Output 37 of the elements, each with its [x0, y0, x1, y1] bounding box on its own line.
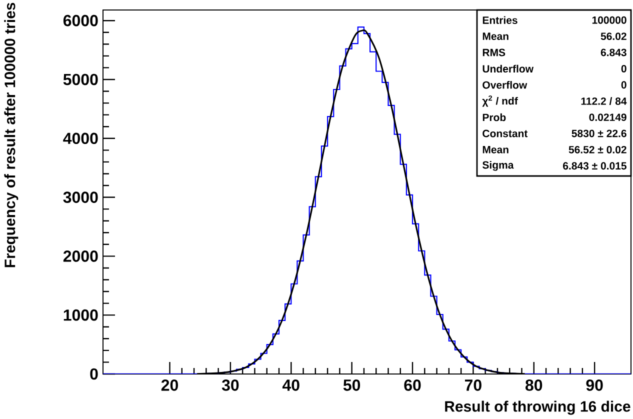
annotation: 56.02: [600, 32, 626, 40]
y-tick-label: 1000: [64, 309, 98, 321]
x-tick-label: 50: [343, 380, 360, 391]
annotation: Overflow: [482, 81, 528, 89]
annotation: 112.2 / 84: [581, 97, 627, 105]
y-tick-label: 2000: [63, 250, 98, 262]
y-tick-label: 3000: [63, 192, 98, 203]
annotation: 100000: [592, 16, 626, 24]
x-tick-label: 80: [525, 380, 542, 391]
y-tick-label: 5000: [63, 74, 98, 86]
x-axis-title: Result of throwing 16 dice: [445, 400, 630, 415]
annotation: 6.843: [600, 48, 626, 56]
annotation: χ$^{2}$ / ndf: [482, 95, 518, 107]
annotation: Entries: [482, 16, 518, 24]
y-tick-label: 6000: [63, 14, 98, 26]
annotation: 56.52 ± 0.02: [568, 146, 626, 154]
x-tick-label: 90: [586, 380, 603, 391]
annotation: Prob: [482, 113, 506, 122]
y-axis-title: Frequency of result after 100000 tries: [4, 2, 18, 268]
annotation: Sigma: [482, 160, 514, 171]
annotation: 6.843 ± 0.015: [563, 162, 626, 170]
x-tick-label: 40: [282, 380, 300, 391]
annotation: 0: [621, 81, 626, 89]
annotation: Underflow: [482, 64, 534, 73]
x-tick-label: 30: [222, 380, 239, 391]
annotation: Mean: [482, 32, 508, 40]
annotation: 5830 ± 22.6: [572, 130, 626, 138]
x-tick-label: 70: [464, 380, 482, 391]
annotation: Constant: [482, 130, 528, 138]
y-tick-label: 4000: [63, 132, 98, 144]
y-tick-label: 0: [90, 368, 98, 380]
annotation: 0.02149: [589, 114, 626, 122]
x-tick-label: 20: [161, 380, 178, 391]
annotation: Mean: [482, 146, 508, 154]
annotation: RMS: [482, 48, 506, 56]
annotation: 0: [621, 64, 626, 72]
x-tick-label: 60: [404, 380, 421, 391]
